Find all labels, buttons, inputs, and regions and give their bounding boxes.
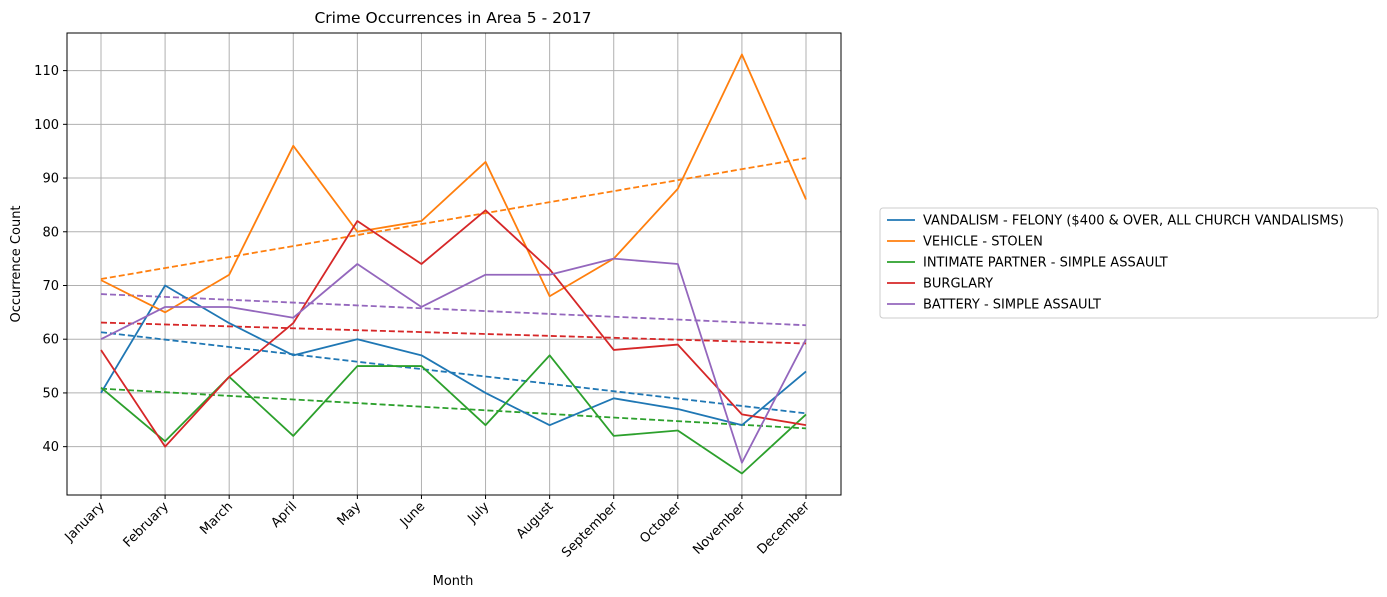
trend-line <box>100 331 807 415</box>
y-tick-label: 80 <box>42 225 59 240</box>
legend-label: BURGLARY <box>923 277 993 292</box>
trend-lines <box>100 157 807 430</box>
y-tick-label: 110 <box>34 64 59 79</box>
legend-label: INTIMATE PARTNER - SIMPLE ASSAULT <box>923 256 1168 271</box>
chart-title: Crime Occurrences in Area 5 - 2017 <box>314 9 591 27</box>
trend-line <box>100 157 807 280</box>
legend-label: VEHICLE - STOLEN <box>923 235 1043 250</box>
y-tick-label: 70 <box>42 279 59 294</box>
series-lines <box>100 53 807 475</box>
series-line <box>100 209 807 448</box>
legend: VANDALISM - FELONY ($400 & OVER, ALL CHU… <box>879 207 1379 319</box>
trend-line <box>100 387 807 430</box>
trend-line <box>100 321 807 345</box>
series-line <box>100 257 807 464</box>
series-line <box>100 284 807 427</box>
series-line <box>100 53 807 314</box>
y-tick-label: 100 <box>34 118 59 133</box>
y-tick-label: 40 <box>42 440 59 455</box>
y-axis: 40 50 60 70 80 90 100 110 <box>34 64 67 455</box>
legend-box <box>879 207 1379 319</box>
y-tick-label: 90 <box>42 172 59 187</box>
y-tick-label: 60 <box>42 333 59 348</box>
y-axis-label: Occurrence Count <box>9 205 24 322</box>
y-tick-label: 50 <box>42 386 59 401</box>
legend-label: BATTERY - SIMPLE ASSAULT <box>923 298 1101 313</box>
trend-line <box>100 293 807 327</box>
x-axis-label: Month <box>433 574 474 589</box>
grid <box>67 33 841 495</box>
plot-area-frame <box>66 32 842 496</box>
legend-label: VANDALISM - FELONY ($400 & OVER, ALL CHU… <box>923 214 1344 229</box>
